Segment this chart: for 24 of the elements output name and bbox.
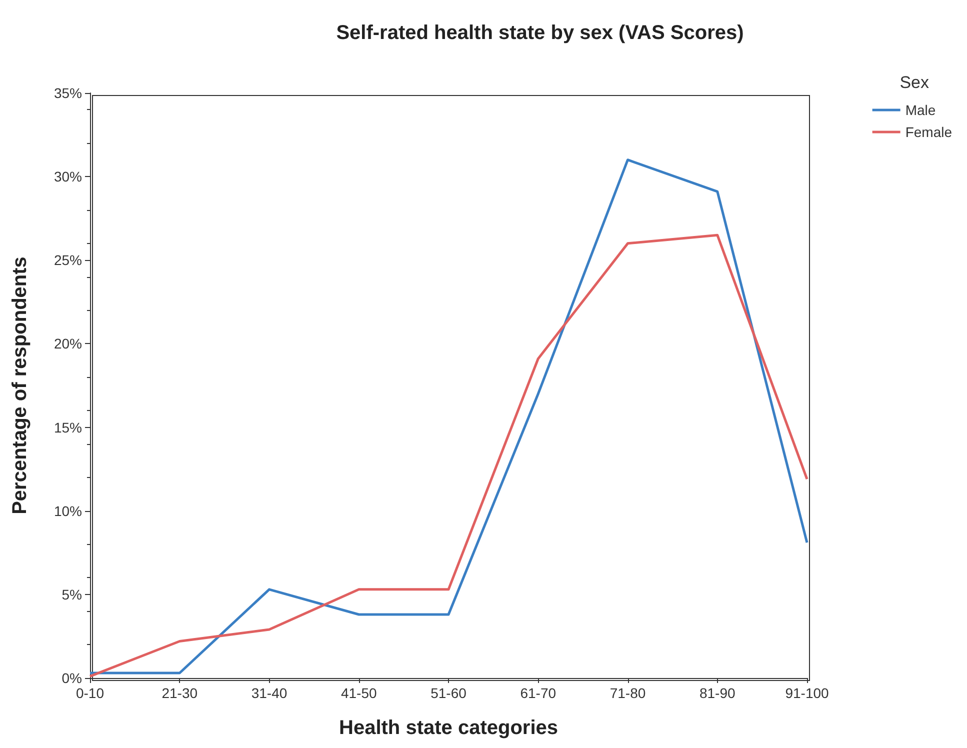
y-axis-title: Percentage of respondents	[9, 256, 31, 514]
x-tick-label: 81-90	[699, 685, 736, 701]
legend-label: Male	[905, 102, 936, 118]
x-tick-label: 61-70	[520, 685, 556, 701]
y-tick-label: 20%	[54, 336, 82, 352]
line-series	[88, 158, 808, 674]
y-tick-label: 0%	[62, 670, 82, 686]
x-tick-label: 91-100	[785, 685, 830, 701]
y-tick-label: 35%	[54, 85, 82, 101]
x-tick-label: 0-10	[76, 685, 104, 701]
x-tick-label: 41-50	[340, 685, 377, 701]
legend-title: Sex	[900, 73, 930, 92]
y-tick-label: 5%	[62, 586, 82, 602]
chart-title: Self-rated health state by sex (VAS Scores)	[336, 22, 744, 44]
legend-label: Female	[905, 124, 952, 140]
x-tick-label: 71-80	[610, 685, 646, 701]
x-tick-label: 31-40	[251, 685, 288, 701]
y-tick-label: 10%	[54, 502, 82, 519]
x-axis-title: Health state categories	[339, 717, 558, 739]
y-tick-label: 15%	[54, 419, 82, 436]
y-tick-label: 25%	[54, 252, 82, 268]
y-tick-label: 30%	[54, 168, 82, 185]
x-tick-label: 51-60	[430, 685, 467, 701]
x-tick-label: 21-30	[162, 685, 198, 701]
